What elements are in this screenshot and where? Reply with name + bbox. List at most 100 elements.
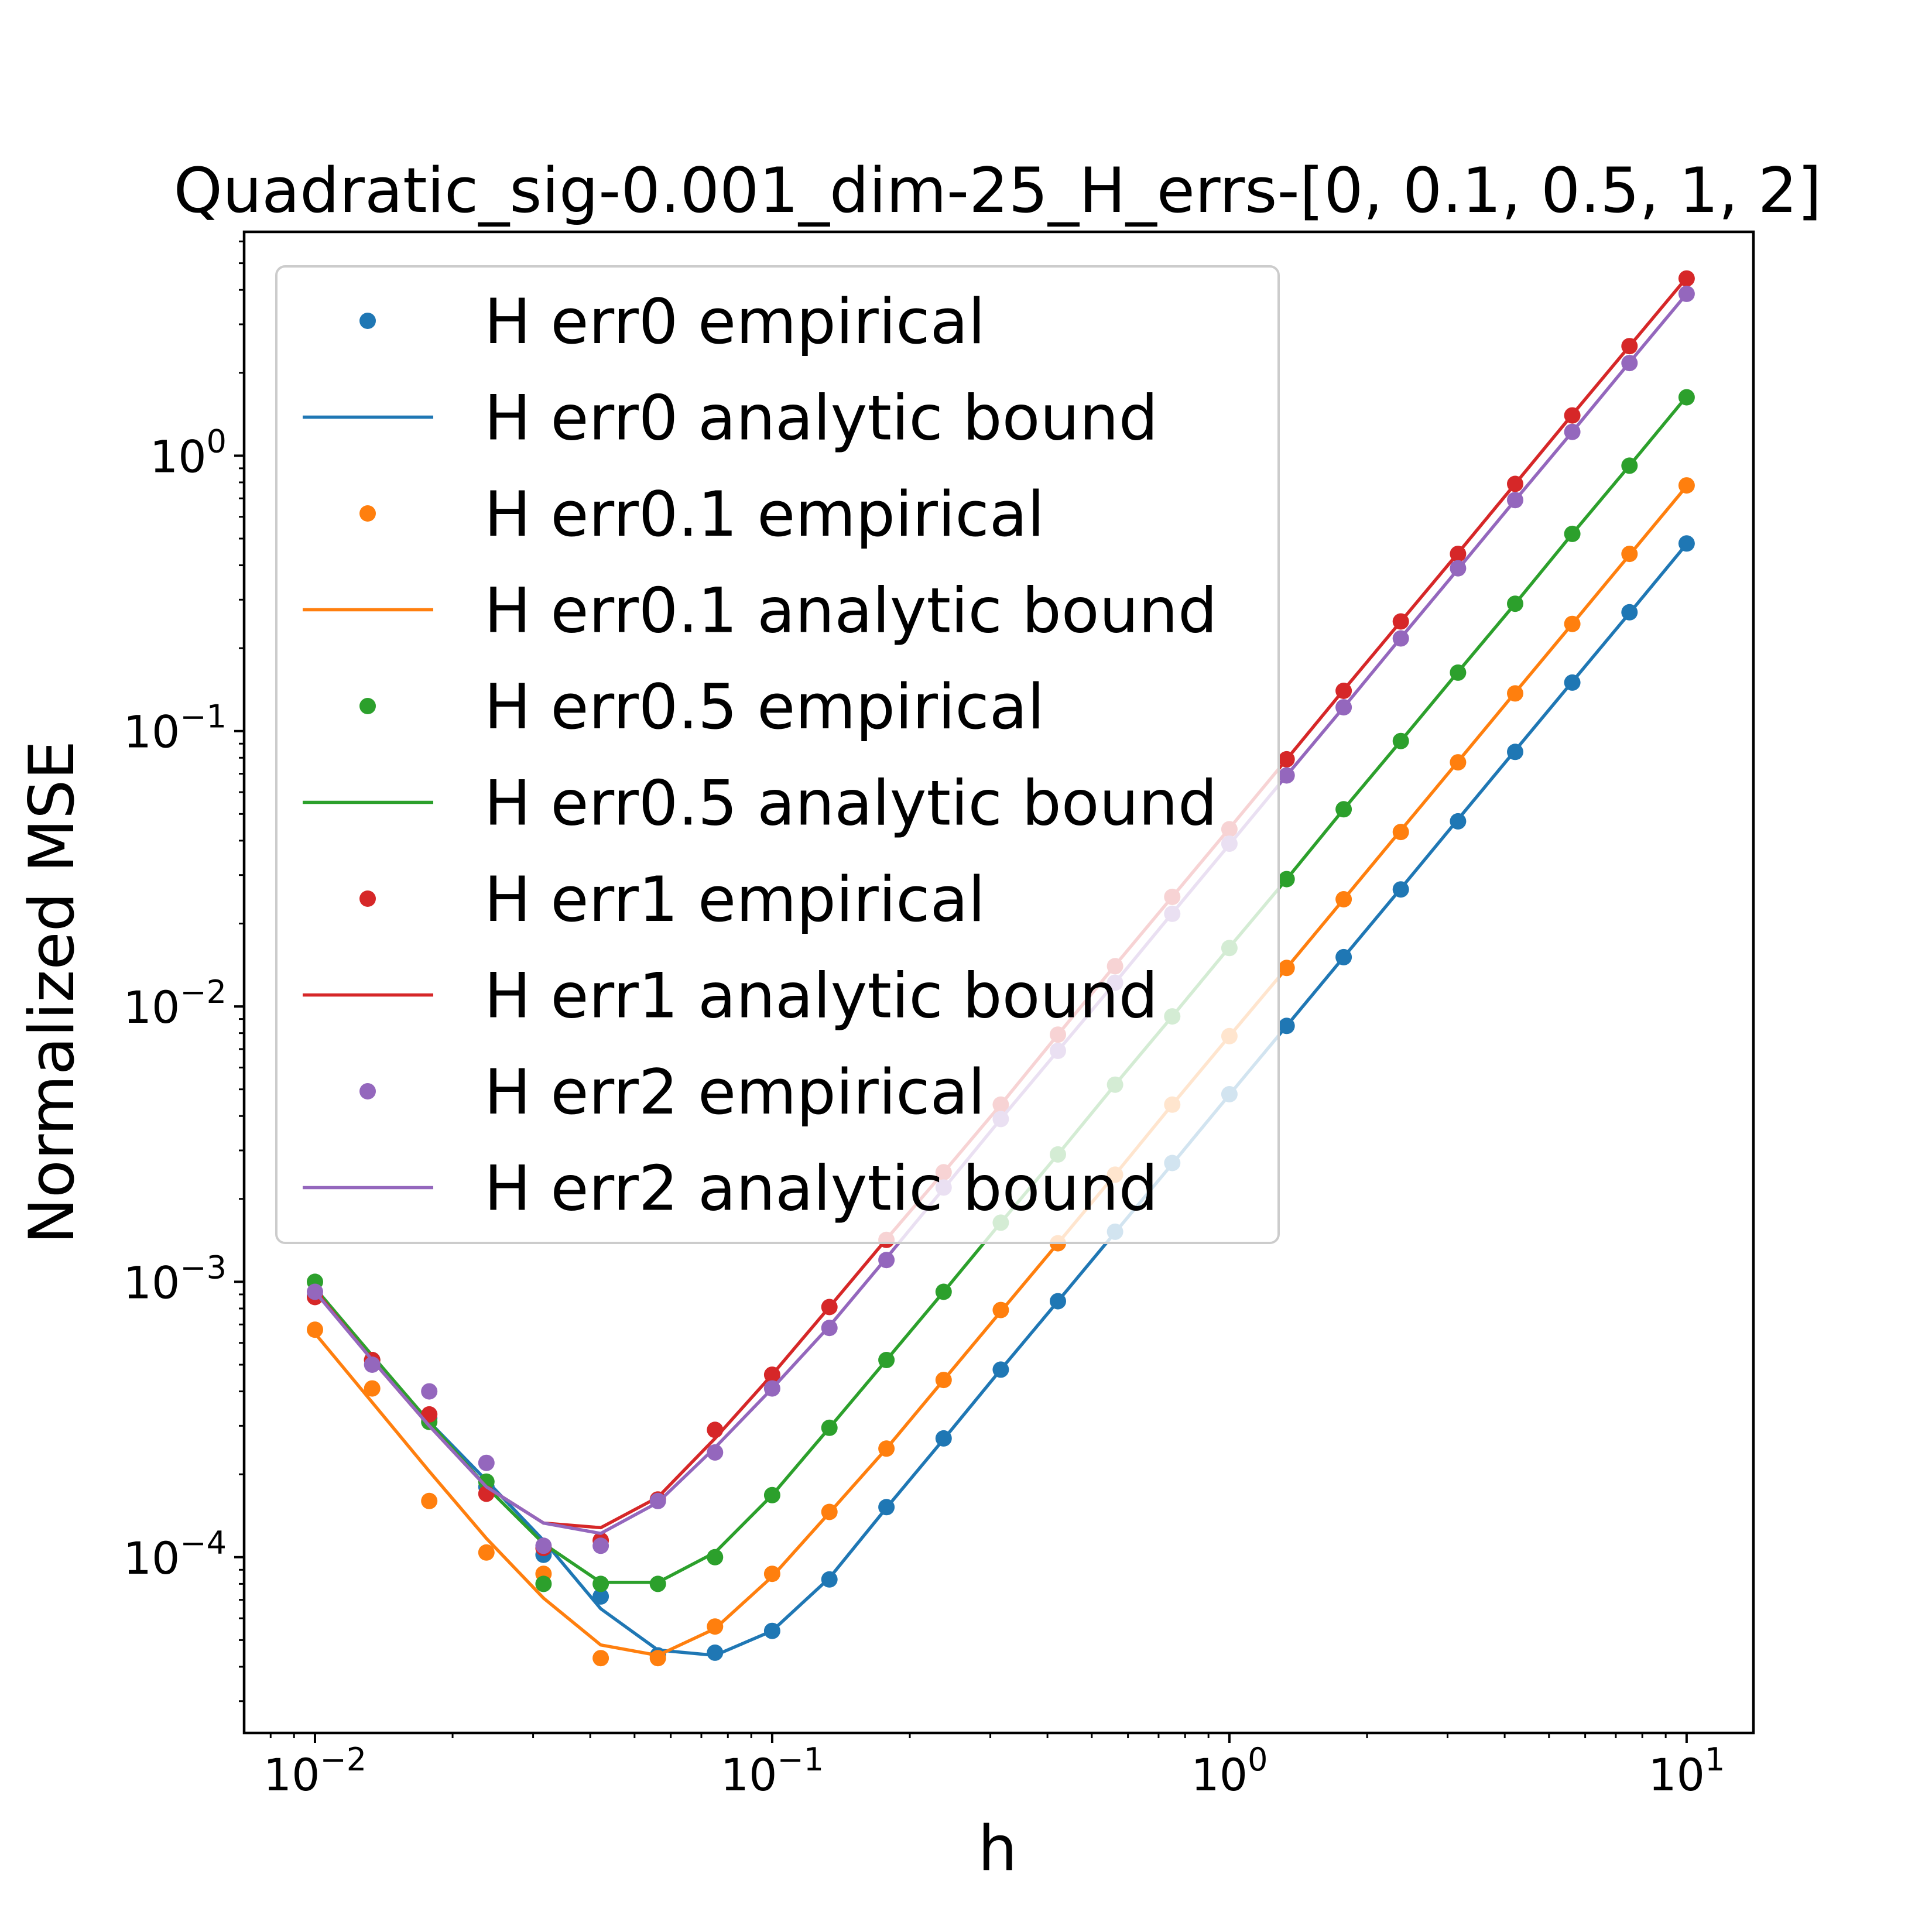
legend: H err0 empirical H err0 analytic bound H e… [275, 265, 1280, 1244]
series-point-1-19 [1392, 824, 1409, 841]
series-point-1-17 [1278, 960, 1295, 977]
legend-label: H err0.1 analytic bound [484, 575, 1217, 647]
series-point-4-7 [707, 1444, 724, 1461]
chart-title: Quadratic_sig-0.001_dim-25_H_errs-[0, 0.… [174, 155, 1822, 227]
series-point-1-2 [421, 1492, 438, 1509]
series-point-4-23 [1621, 355, 1638, 372]
y-tick-label-0: 10−4 [124, 1525, 227, 1584]
legend-marker-4 [359, 1083, 376, 1099]
x-tick-label-2: 100 [1191, 1741, 1268, 1801]
series-point-4-1 [364, 1356, 381, 1373]
series-point-1-22 [1564, 615, 1581, 632]
legend-label: H err0 analytic bound [484, 382, 1158, 454]
legend-label: H err2 analytic bound [484, 1153, 1158, 1225]
series-point-4-24 [1678, 285, 1695, 302]
legend-marker-0 [359, 313, 376, 329]
series-point-3-18 [1335, 683, 1352, 699]
series-point-2-23 [1621, 457, 1638, 474]
series-point-4-10 [878, 1252, 895, 1269]
series-point-4-2 [421, 1383, 438, 1400]
legend-label: H err0.5 empirical [484, 671, 1044, 743]
y-axis-label: Normalized MSE [16, 741, 88, 1245]
x-tick-label-1: 10−1 [721, 1741, 824, 1801]
legend-label: H err2 empirical [484, 1056, 985, 1128]
series-point-3-9 [821, 1299, 838, 1316]
series-point-0-19 [1392, 881, 1409, 898]
y-tick-label-4: 100 [150, 423, 227, 482]
series-point-4-5 [592, 1537, 609, 1554]
series-point-0-17 [1278, 1018, 1295, 1034]
series-point-3-8 [763, 1366, 780, 1383]
series-point-0-9 [821, 1571, 838, 1588]
series-point-4-22 [1564, 423, 1581, 440]
series-point-1-21 [1507, 685, 1523, 702]
series-point-2-18 [1335, 801, 1352, 818]
legend-label: H err0.5 analytic bound [484, 768, 1217, 840]
series-point-2-6 [649, 1575, 666, 1592]
series-point-3-2 [421, 1406, 438, 1423]
series-point-1-20 [1450, 754, 1467, 771]
series-point-4-18 [1335, 699, 1352, 716]
axis-ticks: 10−2 10−1 100 101 10−4 10−3 10−2 10−1 100 [124, 240, 1725, 1801]
series-point-4-4 [535, 1537, 552, 1554]
series-point-2-20 [1450, 664, 1467, 681]
plot-frame [242, 230, 1755, 1735]
series-point-4-17 [1278, 767, 1295, 784]
series-point-1-0 [307, 1321, 323, 1338]
series-point-0-12 [992, 1361, 1009, 1378]
x-tick-label-0: 10−2 [263, 1741, 366, 1801]
series-point-3-21 [1507, 475, 1523, 492]
series-point-4-19 [1392, 630, 1409, 647]
series-point-2-22 [1564, 525, 1581, 542]
series-point-3-19 [1392, 613, 1409, 630]
series-point-4-20 [1450, 560, 1467, 577]
series-point-2-10 [878, 1352, 895, 1368]
series-point-4-0 [307, 1283, 323, 1300]
series-point-1-18 [1335, 891, 1352, 907]
series-point-2-3 [478, 1473, 495, 1490]
series-point-2-4 [535, 1575, 552, 1592]
legend-label: H err1 analytic bound [484, 960, 1158, 1032]
series-point-1-5 [592, 1650, 609, 1667]
y-tick-label-3: 10−1 [124, 698, 227, 758]
series-point-3-20 [1450, 546, 1467, 563]
series-point-4-3 [478, 1454, 495, 1471]
series-point-0-23 [1621, 604, 1638, 621]
series-point-2-24 [1678, 389, 1695, 406]
series-point-1-12 [992, 1301, 1009, 1318]
series-point-0-7 [707, 1644, 724, 1661]
x-tick-label-3: 101 [1648, 1741, 1725, 1801]
legend-label: H err1 empirical [484, 864, 985, 936]
y-tick-label-1: 10−3 [124, 1249, 227, 1308]
series-point-2-19 [1392, 732, 1409, 749]
series-point-1-3 [478, 1544, 495, 1561]
series-point-3-7 [707, 1421, 724, 1438]
series-point-4-9 [821, 1320, 838, 1337]
series-point-0-10 [878, 1499, 895, 1516]
series-point-2-21 [1507, 595, 1523, 612]
series-point-1-6 [649, 1650, 666, 1667]
series-point-2-11 [935, 1283, 952, 1300]
series-point-0-24 [1678, 535, 1695, 552]
series-point-0-13 [1050, 1293, 1066, 1310]
series-point-4-8 [763, 1380, 780, 1397]
series-point-2-5 [592, 1575, 609, 1592]
series-point-0-21 [1507, 744, 1523, 761]
series-point-1-9 [821, 1503, 838, 1520]
series-point-1-10 [878, 1440, 895, 1457]
series-point-1-7 [707, 1618, 724, 1635]
series-point-0-8 [763, 1622, 780, 1639]
series-point-2-9 [821, 1419, 838, 1436]
legend-label: H err0.1 empirical [484, 478, 1044, 550]
series-point-2-17 [1278, 871, 1295, 888]
legend-marker-1 [359, 505, 376, 522]
series-point-3-17 [1278, 751, 1295, 768]
x-axis-label: h [978, 1813, 1017, 1885]
series-point-3-23 [1621, 338, 1638, 355]
series-point-3-24 [1678, 270, 1695, 287]
series-point-0-22 [1564, 674, 1581, 691]
legend-marker-3 [359, 890, 376, 907]
series-point-0-18 [1335, 948, 1352, 965]
series-point-1-8 [763, 1566, 780, 1582]
